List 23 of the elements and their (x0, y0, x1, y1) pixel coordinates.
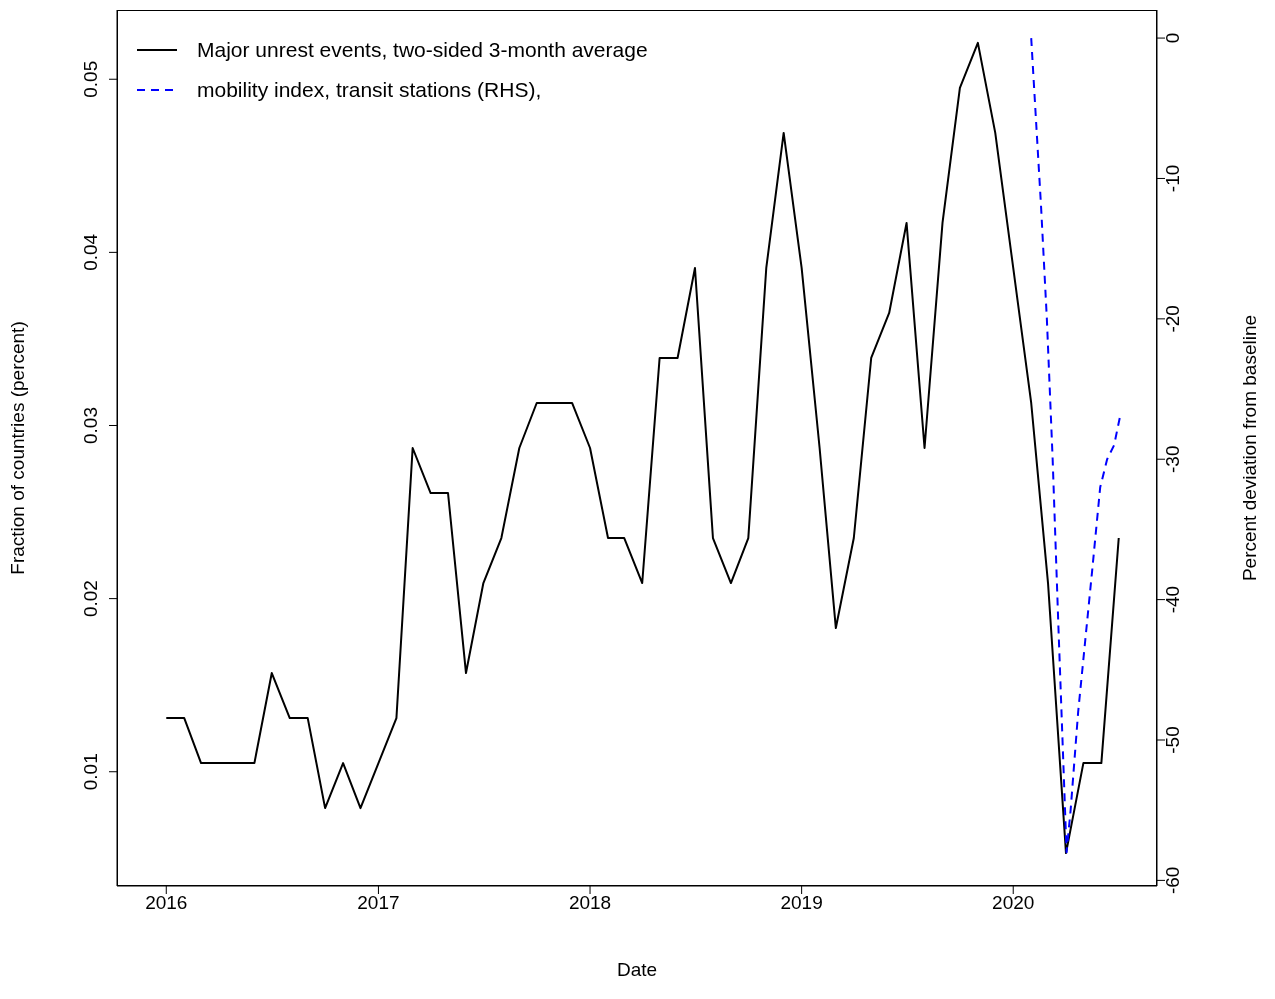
x-tick-label: 2019 (780, 892, 823, 914)
y2-tick-label: -50 (1162, 726, 1183, 754)
y-tick-label: 0.03 (80, 407, 101, 444)
y-tick-label: 0.04 (80, 233, 101, 271)
y2-tick-label: -10 (1162, 164, 1183, 193)
y2-tick-label: -30 (1162, 445, 1183, 473)
legend-label: Major unrest events, two-sided 3-month average (197, 37, 648, 63)
y-tick-label: 0.01 (80, 753, 101, 791)
y2-tick-label: 0 (1162, 32, 1183, 44)
y2-axis-title: Percent deviation from baseline (1238, 314, 1260, 582)
y2-tick-label: -20 (1162, 305, 1183, 333)
x-axis-title: Date (616, 959, 658, 980)
y2-tick-label: -40 (1162, 585, 1183, 614)
y-axis-title: Fraction of countries (percent) (6, 321, 28, 575)
line-series (1030, 37, 1121, 854)
x-tick-label: 2017 (357, 892, 400, 914)
x-tick-label: 2016 (145, 892, 188, 914)
y-tick-label: 0.02 (80, 580, 101, 618)
y2-tick-label: -60 (1162, 866, 1183, 895)
y-tick-label: 0.05 (80, 60, 101, 98)
x-tick-label: 2018 (568, 892, 612, 914)
x-tick-label: 2020 (992, 892, 1035, 914)
legend-label: mobility index, transit stations (RHS), (197, 77, 542, 103)
